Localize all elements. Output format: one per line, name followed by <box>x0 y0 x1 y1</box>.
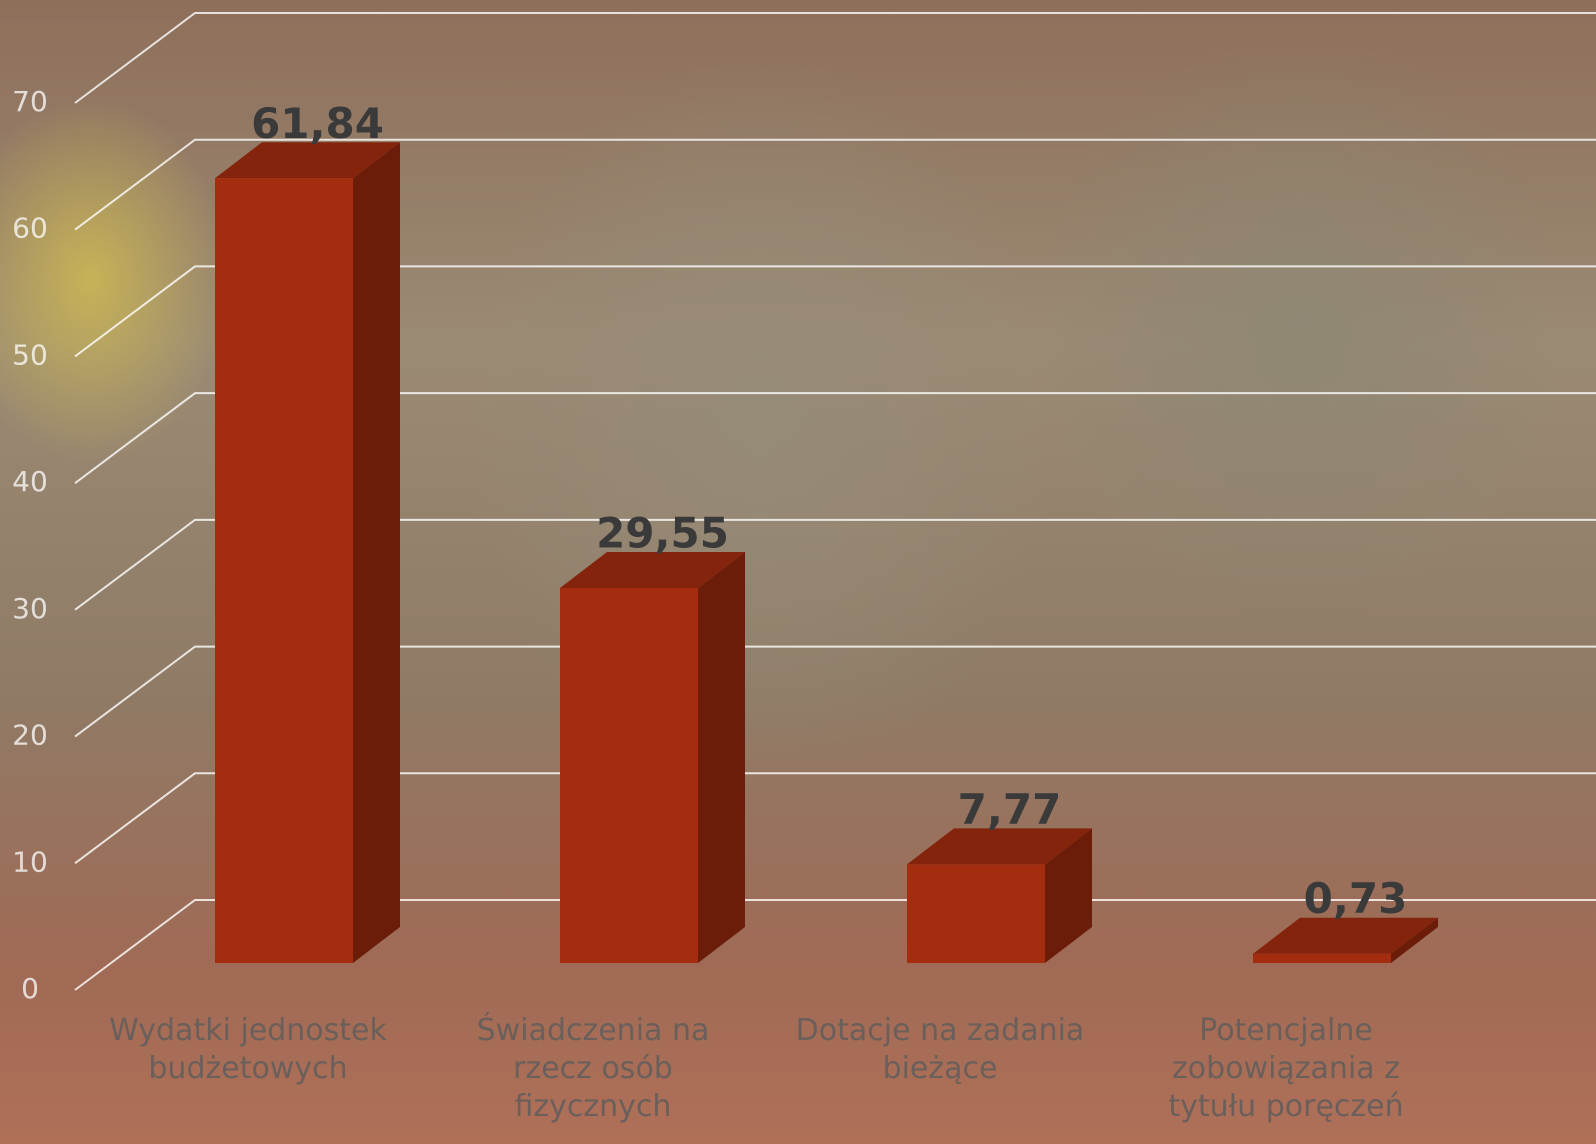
bar <box>215 178 353 964</box>
value-label: 61,84 <box>251 99 384 148</box>
grid-line <box>74 265 1596 358</box>
bar-side <box>1391 917 1438 963</box>
x-tick-label: Potencjalne zobowiązania z tytułu poręcz… <box>1168 1013 1404 1124</box>
y-tick-label: 0 <box>21 972 39 1005</box>
bar <box>907 864 1045 963</box>
bar-top <box>215 142 400 179</box>
bar-top <box>907 828 1092 865</box>
grid-line <box>74 645 1596 738</box>
y-tick-label: 50 <box>12 338 48 371</box>
grid-line <box>74 392 1596 484</box>
grid-line <box>74 772 1596 865</box>
grid-line <box>74 138 1596 231</box>
bar-side <box>698 552 745 963</box>
value-label: 0,73 <box>1304 874 1408 923</box>
value-label: 7,77 <box>958 785 1062 834</box>
value-label: 29,55 <box>596 509 729 558</box>
bar <box>1253 953 1391 963</box>
y-tick-label: 10 <box>12 845 48 878</box>
grid-line <box>74 899 1596 991</box>
bar-top <box>1253 917 1438 954</box>
x-tick-label: Dotacje na zadania bieżące <box>795 1013 1085 1086</box>
y-tick-label: 20 <box>12 719 48 752</box>
bar-side <box>1045 828 1092 963</box>
y-tick-label: 70 <box>12 85 48 118</box>
grid-line <box>74 12 1596 104</box>
x-tick-label: Świadczenia na rzecz osób fizycznych <box>476 1013 710 1124</box>
y-tick-label: 30 <box>12 592 48 625</box>
bar <box>560 588 698 963</box>
grid-line <box>74 518 1596 611</box>
y-tick-label: 60 <box>12 212 48 245</box>
bar-top <box>560 552 745 589</box>
y-tick-label: 40 <box>12 465 48 498</box>
x-tick-label: Wydatki jednostek budżetowych <box>109 1013 387 1086</box>
bar-side <box>353 142 400 964</box>
